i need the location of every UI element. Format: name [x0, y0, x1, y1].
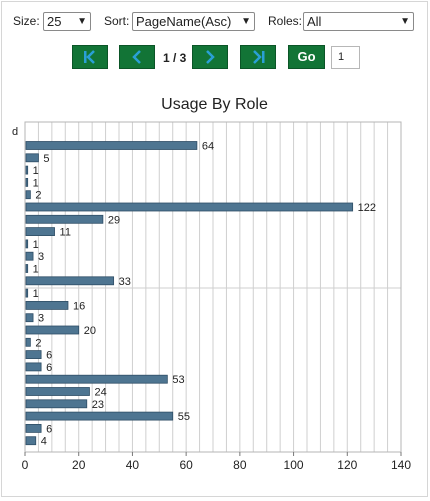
data-label: 122: [358, 202, 376, 214]
bar: [25, 350, 42, 360]
data-label: 16: [73, 300, 85, 312]
roles-select[interactable]: All ▼: [303, 12, 414, 31]
data-label: 1: [33, 288, 39, 300]
bar: [25, 214, 104, 224]
data-label: 23: [92, 399, 104, 411]
data-label: 33: [119, 276, 131, 288]
roles-label: Roles:: [268, 14, 303, 28]
size-value: 25: [47, 14, 62, 29]
sort-label: Sort:: [104, 14, 130, 28]
data-label: 2: [35, 337, 41, 349]
last-page-icon: [253, 50, 265, 64]
bar: [25, 165, 29, 175]
first-page-icon: [84, 50, 95, 64]
bar: [25, 202, 354, 212]
data-label: 2: [35, 190, 41, 202]
data-label: 20: [84, 325, 96, 337]
chart-title: Usage By Role: [161, 96, 268, 113]
data-label: 1: [33, 239, 39, 251]
category-label: d: [12, 126, 18, 138]
bar: [25, 190, 31, 200]
bar: [25, 264, 29, 273]
pager: 1 / 3 Go 1: [2, 45, 427, 71]
bar: [25, 337, 31, 347]
data-label: 24: [94, 387, 106, 399]
bar: [25, 153, 39, 163]
bar: [25, 313, 34, 323]
last-page-button[interactable]: [240, 45, 276, 69]
bar: [25, 374, 168, 384]
previous-page-icon: [132, 50, 141, 64]
data-label: 1: [33, 264, 39, 276]
data-label: 1: [33, 165, 39, 177]
data-label: 55: [178, 411, 190, 423]
x-tick-label: 60: [179, 458, 193, 472]
plot-area: [24, 121, 402, 453]
bar: [25, 423, 42, 433]
data-label: 3: [38, 251, 44, 263]
bar: [25, 227, 55, 237]
x-tick-label: 100: [284, 458, 304, 472]
filter-bar: Size: 25 ▼ Sort: PageName(Asc) ▼ Roles: …: [2, 2, 427, 36]
size-label: Size:: [13, 14, 40, 28]
data-label: 64: [202, 141, 214, 153]
data-label: 6: [46, 362, 52, 374]
x-tick-label: 120: [337, 458, 357, 472]
data-label: 3: [38, 313, 44, 325]
page-indicator: 1 / 3: [163, 51, 187, 65]
x-tick-label: 40: [126, 458, 140, 472]
chevron-down-icon: ▼: [241, 16, 251, 27]
data-label: 1: [33, 177, 39, 189]
bar: [25, 288, 29, 298]
data-label: 11: [60, 227, 71, 239]
x-tick-label: 20: [72, 458, 86, 472]
data-label: 4: [41, 436, 47, 448]
size-select[interactable]: 25 ▼: [43, 12, 91, 31]
page-number-input[interactable]: 1: [331, 46, 360, 69]
bar: [25, 325, 80, 335]
roles-value: All: [307, 14, 322, 29]
sort-value: PageName(Asc): [136, 14, 232, 29]
data-label: 29: [108, 214, 120, 226]
data-label: 5: [43, 153, 49, 165]
chevron-down-icon: ▼: [77, 16, 87, 27]
x-tick-label: 140: [391, 458, 411, 472]
bar: [25, 411, 174, 421]
bar: [25, 436, 37, 446]
bar: [25, 141, 198, 150]
x-tick-label: 0: [22, 458, 29, 472]
bar: [25, 300, 69, 310]
next-page-button[interactable]: [192, 45, 228, 69]
bar: [25, 387, 90, 396]
next-page-icon: [206, 50, 215, 64]
bar: [25, 251, 34, 261]
bar: [25, 362, 42, 372]
first-page-button[interactable]: [72, 45, 108, 69]
bar: [25, 399, 88, 409]
go-button[interactable]: Go: [288, 45, 325, 69]
sort-select[interactable]: PageName(Asc) ▼: [132, 12, 255, 31]
previous-page-button[interactable]: [119, 45, 155, 69]
data-label: 6: [46, 350, 52, 362]
data-label: 53: [172, 374, 184, 386]
data-label: 6: [46, 423, 52, 435]
bar: [25, 239, 29, 249]
bar: [25, 276, 115, 286]
bar: [25, 177, 29, 187]
chevron-down-icon: ▼: [400, 16, 410, 27]
x-tick-label: 80: [233, 458, 247, 472]
